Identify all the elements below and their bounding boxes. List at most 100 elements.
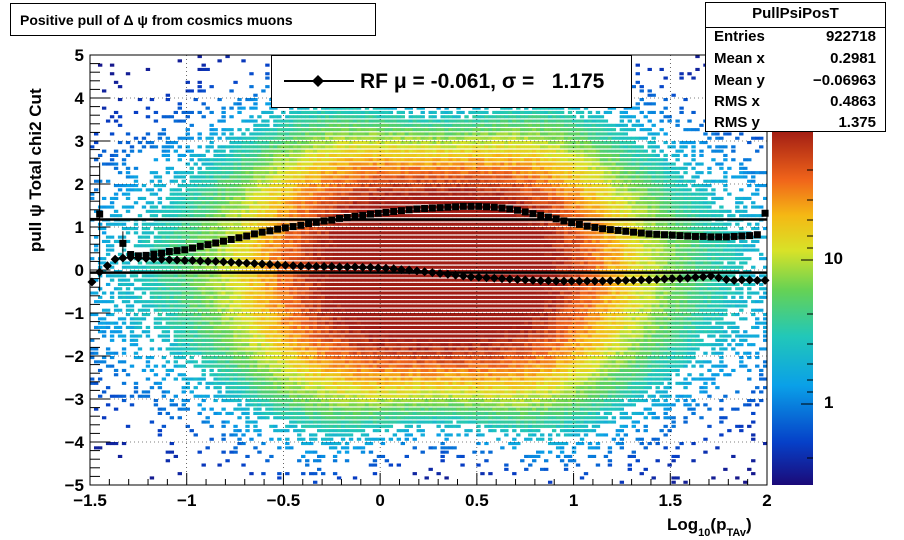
point-diamond-45 bbox=[435, 268, 445, 278]
point-diamond-23 bbox=[265, 259, 275, 269]
point-square-83 bbox=[753, 231, 761, 239]
point-square-54 bbox=[529, 210, 537, 218]
point-square-79 bbox=[722, 233, 730, 241]
title-box: Positive pull of Δ ψ from cosmics muons bbox=[10, 3, 376, 36]
point-square-71 bbox=[660, 231, 668, 239]
point-diamond-21 bbox=[249, 259, 259, 269]
y-tick-label-1: 4 bbox=[75, 89, 85, 108]
point-diamond-36 bbox=[365, 262, 375, 272]
point-diamond-20 bbox=[242, 258, 252, 268]
point-diamond-83 bbox=[729, 275, 739, 285]
point-diamond-19 bbox=[234, 258, 244, 268]
y-tick-label-10: −5 bbox=[65, 476, 84, 495]
point-square-44 bbox=[452, 203, 460, 211]
point-square-15 bbox=[227, 235, 235, 243]
point-diamond-72 bbox=[644, 275, 654, 285]
point-square-17 bbox=[243, 232, 251, 240]
point-square-58 bbox=[560, 217, 568, 225]
legend: RF μ = -0.061, σ = 1.175 bbox=[271, 55, 632, 108]
chart-title: Positive pull of Δ ψ from cosmics muons bbox=[20, 12, 293, 28]
point-diamond-41 bbox=[404, 265, 414, 275]
point-square-19 bbox=[258, 228, 266, 236]
point-diamond-13 bbox=[188, 256, 198, 266]
point-diamond-3 bbox=[110, 254, 120, 264]
stats-box: PullPsiPosT Entries 922718 Mean x 0.2981 M… bbox=[705, 2, 886, 132]
point-square-33 bbox=[366, 210, 374, 218]
point-diamond-50 bbox=[474, 272, 484, 282]
point-diamond-1 bbox=[95, 267, 105, 277]
point-diamond-38 bbox=[381, 263, 391, 273]
point-diamond-31 bbox=[327, 262, 337, 272]
point-square-67 bbox=[630, 228, 638, 236]
point-square-39 bbox=[413, 205, 421, 213]
point-diamond-53 bbox=[497, 274, 507, 284]
y-tick-label-7: −2 bbox=[65, 347, 84, 366]
point-diamond-80 bbox=[706, 271, 716, 281]
point-diamond-52 bbox=[489, 273, 499, 283]
series-mean-diamonds bbox=[87, 253, 770, 287]
axis-ticks: −1.5 −1 −0.5 0 0.5 1 1.5 2 5 4 3 2 1 0 −1 −2 −3 −4 −5 bbox=[65, 46, 772, 510]
point-diamond-77 bbox=[683, 273, 693, 283]
x-tick-label-4: 0.5 bbox=[465, 491, 489, 510]
point-diamond-30 bbox=[319, 262, 329, 272]
x-tick-label-7: 2 bbox=[762, 491, 771, 510]
point-square-80 bbox=[730, 232, 738, 240]
point-square-70 bbox=[653, 230, 661, 238]
point-diamond-76 bbox=[675, 274, 685, 284]
point-square-40 bbox=[421, 205, 429, 213]
point-diamond-54 bbox=[505, 274, 515, 284]
point-square-21 bbox=[274, 225, 282, 233]
point-square-60 bbox=[575, 220, 583, 228]
point-square-72 bbox=[668, 231, 676, 239]
point-diamond-8 bbox=[149, 254, 159, 264]
point-diamond-35 bbox=[358, 262, 368, 272]
point-diamond-75 bbox=[667, 274, 677, 284]
point-square-13 bbox=[212, 239, 220, 247]
point-diamond-71 bbox=[636, 275, 646, 285]
stats-separator bbox=[706, 27, 885, 28]
point-square-57 bbox=[552, 215, 560, 223]
point-square-49 bbox=[490, 203, 498, 211]
x-tick-label-1: −1 bbox=[177, 491, 196, 510]
point-square-81 bbox=[738, 232, 746, 240]
point-diamond-0 bbox=[87, 277, 97, 287]
point-square-78 bbox=[715, 233, 723, 241]
legend-marker-icon bbox=[284, 75, 354, 87]
point-square-32 bbox=[359, 211, 367, 219]
point-square-41 bbox=[428, 204, 436, 212]
point-square-64 bbox=[606, 226, 614, 234]
point-square-24 bbox=[297, 221, 305, 229]
point-square-34 bbox=[374, 209, 382, 217]
point-diamond-47 bbox=[451, 270, 461, 280]
point-square-73 bbox=[676, 232, 684, 240]
stats-row-mean-x: Mean x 0.2981 bbox=[714, 50, 876, 67]
point-square-26 bbox=[312, 218, 320, 226]
point-square-12 bbox=[204, 241, 212, 249]
point-square-35 bbox=[382, 208, 390, 216]
point-diamond-12 bbox=[180, 256, 190, 266]
point-diamond-11 bbox=[172, 255, 182, 265]
colorbar-ticks bbox=[801, 169, 813, 459]
point-diamond-40 bbox=[396, 265, 406, 275]
stats-name: PullPsiPosT bbox=[752, 5, 839, 22]
y-axis-label: pull ψ Total chi2 Cut bbox=[26, 88, 45, 252]
point-square-63 bbox=[599, 225, 607, 233]
x-tick-label-0: −1.5 bbox=[73, 491, 107, 510]
point-diamond-64 bbox=[582, 276, 592, 286]
x-axis-label: Log10(pTAv) bbox=[667, 515, 752, 539]
point-square-62 bbox=[591, 223, 599, 231]
point-square-68 bbox=[637, 229, 645, 237]
point-square-10 bbox=[189, 244, 197, 252]
point-square-38 bbox=[405, 206, 413, 214]
point-square-43 bbox=[444, 203, 452, 211]
point-square-28 bbox=[328, 216, 336, 224]
point-diamond-7 bbox=[141, 253, 151, 263]
point-square-20 bbox=[266, 227, 274, 235]
point-square-56 bbox=[544, 213, 552, 221]
point-square-9 bbox=[181, 246, 189, 254]
point-square-23 bbox=[289, 223, 297, 231]
point-square-30 bbox=[343, 214, 351, 222]
point-diamond-39 bbox=[389, 264, 399, 274]
heatmap-cells bbox=[90, 55, 768, 484]
